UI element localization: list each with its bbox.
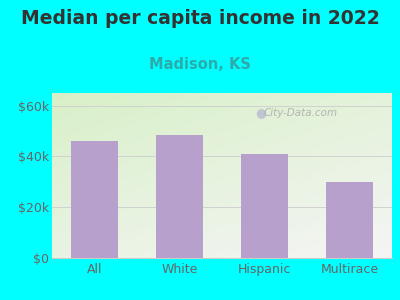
Text: Madison, KS: Madison, KS (149, 57, 251, 72)
Text: Median per capita income in 2022: Median per capita income in 2022 (21, 9, 379, 28)
Bar (156, 135, 203, 258)
Text: ●: ● (256, 106, 266, 119)
Bar (241, 154, 288, 258)
Text: City-Data.com: City-Data.com (263, 108, 337, 118)
Bar (71, 141, 118, 258)
Bar (326, 182, 373, 258)
